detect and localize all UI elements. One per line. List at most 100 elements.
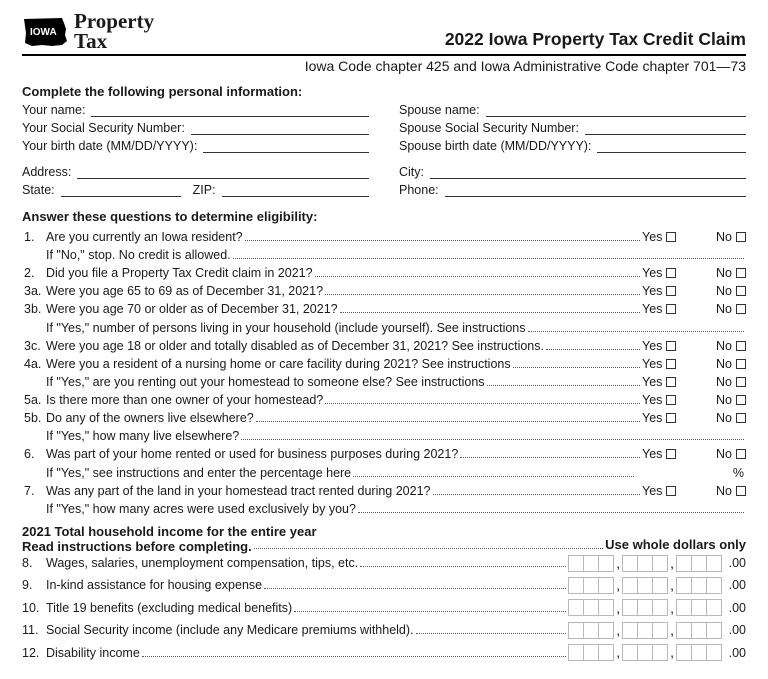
amount-entry: , , .00	[568, 597, 746, 619]
input-spouse-birth[interactable]	[597, 139, 746, 153]
amount-digit[interactable]	[676, 599, 692, 616]
checkbox-yes[interactable]	[666, 395, 676, 405]
checkbox-no[interactable]	[736, 413, 746, 423]
amount-digit[interactable]	[676, 555, 692, 572]
checkbox-yes[interactable]	[666, 449, 676, 459]
income-number: 8.	[22, 553, 46, 573]
input-zip[interactable]	[222, 183, 369, 197]
input-your-ssn[interactable]	[191, 121, 369, 135]
checkbox-no[interactable]	[736, 341, 746, 351]
amount-digit[interactable]	[706, 577, 722, 594]
amount-digit[interactable]	[583, 622, 599, 639]
amount-digit[interactable]	[598, 622, 614, 639]
amount-digit[interactable]	[583, 555, 599, 572]
amount-digit[interactable]	[691, 622, 707, 639]
question-q7: 7. Was any part of the land in your home…	[22, 482, 746, 500]
eligibility-heading: Answer these questions to determine elig…	[22, 209, 746, 224]
amount-digit[interactable]	[598, 599, 614, 616]
amount-digit[interactable]	[637, 644, 653, 661]
checkbox-yes[interactable]	[666, 232, 676, 242]
amount-digit[interactable]	[568, 622, 584, 639]
amount-digit[interactable]	[706, 622, 722, 639]
amount-digit[interactable]	[706, 599, 722, 616]
checkbox-no[interactable]	[736, 232, 746, 242]
amount-digit[interactable]	[676, 577, 692, 594]
label-spouse-ssn: Spouse Social Security Number:	[399, 121, 585, 135]
amount-digit[interactable]	[583, 577, 599, 594]
label-zip: ZIP:	[181, 183, 222, 197]
label-your-name: Your name:	[22, 103, 91, 117]
amount-digit[interactable]	[622, 599, 638, 616]
amount-digit[interactable]	[622, 644, 638, 661]
amount-digit[interactable]	[691, 644, 707, 661]
income-row-12: 12. Disability income , , .00	[22, 641, 746, 663]
input-address[interactable]	[77, 165, 369, 179]
question-text: Are you currently an Iowa resident?	[46, 228, 243, 246]
checkbox-no[interactable]	[736, 486, 746, 496]
amount-digit[interactable]	[691, 599, 707, 616]
checkbox-no[interactable]	[736, 359, 746, 369]
checkbox-yes[interactable]	[666, 413, 676, 423]
amount-entry: , , .00	[568, 641, 746, 663]
label-spouse-name: Spouse name:	[399, 103, 486, 117]
amount-digit[interactable]	[598, 577, 614, 594]
row-address: Address: City:	[22, 165, 746, 179]
checkbox-no[interactable]	[736, 377, 746, 387]
input-your-birth[interactable]	[203, 139, 369, 153]
checkbox-yes[interactable]	[666, 341, 676, 351]
question-text: Were you a resident of a nursing home or…	[46, 355, 511, 373]
amount-digit[interactable]	[676, 644, 692, 661]
income-number: 12.	[22, 643, 46, 663]
amount-digit[interactable]	[691, 555, 707, 572]
amount-digit[interactable]	[652, 599, 668, 616]
question-text: Were you age 70 or older as of December …	[46, 300, 338, 318]
amount-digit[interactable]	[652, 644, 668, 661]
label-your-ssn: Your Social Security Number:	[22, 121, 191, 135]
input-your-name[interactable]	[91, 103, 369, 117]
question-q3a: 3a. Were you age 65 to 69 as of December…	[22, 282, 746, 300]
amount-digit[interactable]	[583, 599, 599, 616]
checkbox-no[interactable]	[736, 449, 746, 459]
amount-digit[interactable]	[622, 622, 638, 639]
input-state[interactable]	[61, 183, 181, 197]
checkbox-yes[interactable]	[666, 486, 676, 496]
checkbox-yes[interactable]	[666, 286, 676, 296]
checkbox-yes[interactable]	[666, 268, 676, 278]
question-number: 3b.	[22, 300, 46, 318]
amount-digit[interactable]	[652, 577, 668, 594]
amount-digit[interactable]	[622, 555, 638, 572]
checkbox-no[interactable]	[736, 304, 746, 314]
amount-digit[interactable]	[568, 599, 584, 616]
label-city: City:	[399, 165, 430, 179]
amount-digit[interactable]	[637, 599, 653, 616]
checkbox-no[interactable]	[736, 268, 746, 278]
amount-digit[interactable]	[568, 555, 584, 572]
checkbox-no[interactable]	[736, 395, 746, 405]
input-phone[interactable]	[445, 183, 746, 197]
checkbox-yes[interactable]	[666, 304, 676, 314]
amount-digit[interactable]	[637, 577, 653, 594]
personal-info-heading: Complete the following personal informat…	[22, 84, 746, 99]
amount-digit[interactable]	[598, 644, 614, 661]
amount-digit[interactable]	[568, 577, 584, 594]
amount-digit[interactable]	[637, 622, 653, 639]
amount-digit[interactable]	[706, 555, 722, 572]
input-spouse-ssn[interactable]	[585, 121, 746, 135]
amount-digit[interactable]	[706, 644, 722, 661]
question-number: 5a.	[22, 391, 46, 409]
amount-digit[interactable]	[637, 555, 653, 572]
amount-digit[interactable]	[622, 577, 638, 594]
input-city[interactable]	[430, 165, 746, 179]
input-spouse-name[interactable]	[486, 103, 746, 117]
checkbox-yes[interactable]	[666, 359, 676, 369]
question-number: 3c.	[22, 337, 46, 355]
amount-digit[interactable]	[568, 644, 584, 661]
amount-digit[interactable]	[598, 555, 614, 572]
amount-digit[interactable]	[652, 622, 668, 639]
amount-digit[interactable]	[676, 622, 692, 639]
checkbox-yes[interactable]	[666, 377, 676, 387]
amount-digit[interactable]	[583, 644, 599, 661]
amount-digit[interactable]	[652, 555, 668, 572]
amount-digit[interactable]	[691, 577, 707, 594]
checkbox-no[interactable]	[736, 286, 746, 296]
